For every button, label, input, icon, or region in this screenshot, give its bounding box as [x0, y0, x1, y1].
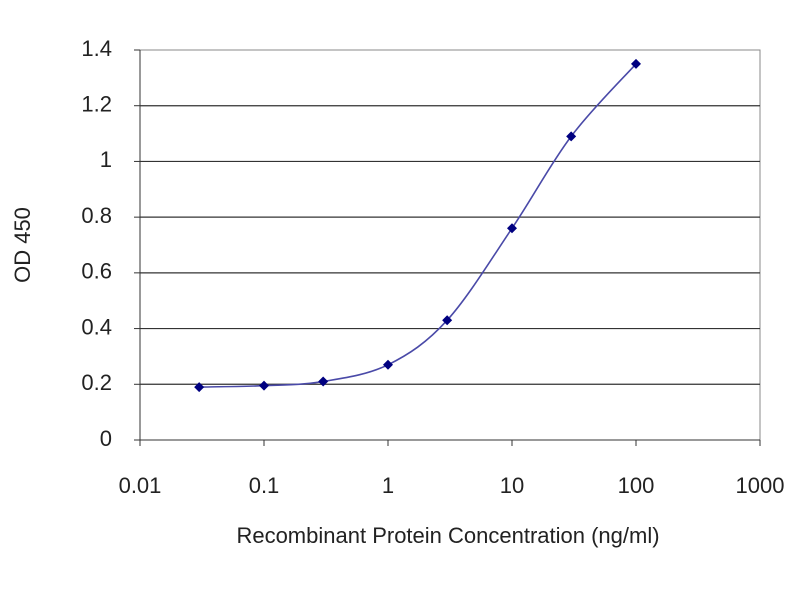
y-axis-label: OD 450 — [10, 207, 35, 283]
y-tick-label: 1.2 — [81, 92, 112, 117]
x-tick-label: 10 — [500, 473, 524, 498]
curve — [199, 63, 637, 388]
point — [631, 58, 641, 69]
y-tick-label: 0.4 — [81, 314, 112, 339]
plot-area — [139, 49, 761, 441]
x-tick-label: 0.1 — [249, 473, 280, 498]
y-tick-label: 0 — [100, 426, 112, 451]
point — [507, 223, 517, 234]
point — [566, 131, 577, 142]
y-tick-label: 1 — [100, 147, 112, 172]
x-tick-label: 0.01 — [119, 473, 162, 498]
y-tick-label: 1.4 — [81, 36, 112, 61]
point — [259, 380, 269, 391]
x-tick-label: 100 — [618, 473, 655, 498]
x-tick-label: 1 — [382, 473, 394, 498]
x-axis-label: Recombinant Protein Concentration (ng/ml… — [236, 523, 659, 548]
y-tick-label: 0.8 — [81, 203, 112, 228]
y-tick-label: 0.6 — [81, 259, 112, 284]
x-tick-label: 1000 — [736, 473, 785, 498]
point — [383, 359, 393, 370]
point — [318, 376, 329, 387]
y-tick-label: 0.2 — [81, 370, 112, 395]
point — [194, 382, 205, 393]
point — [442, 315, 453, 326]
